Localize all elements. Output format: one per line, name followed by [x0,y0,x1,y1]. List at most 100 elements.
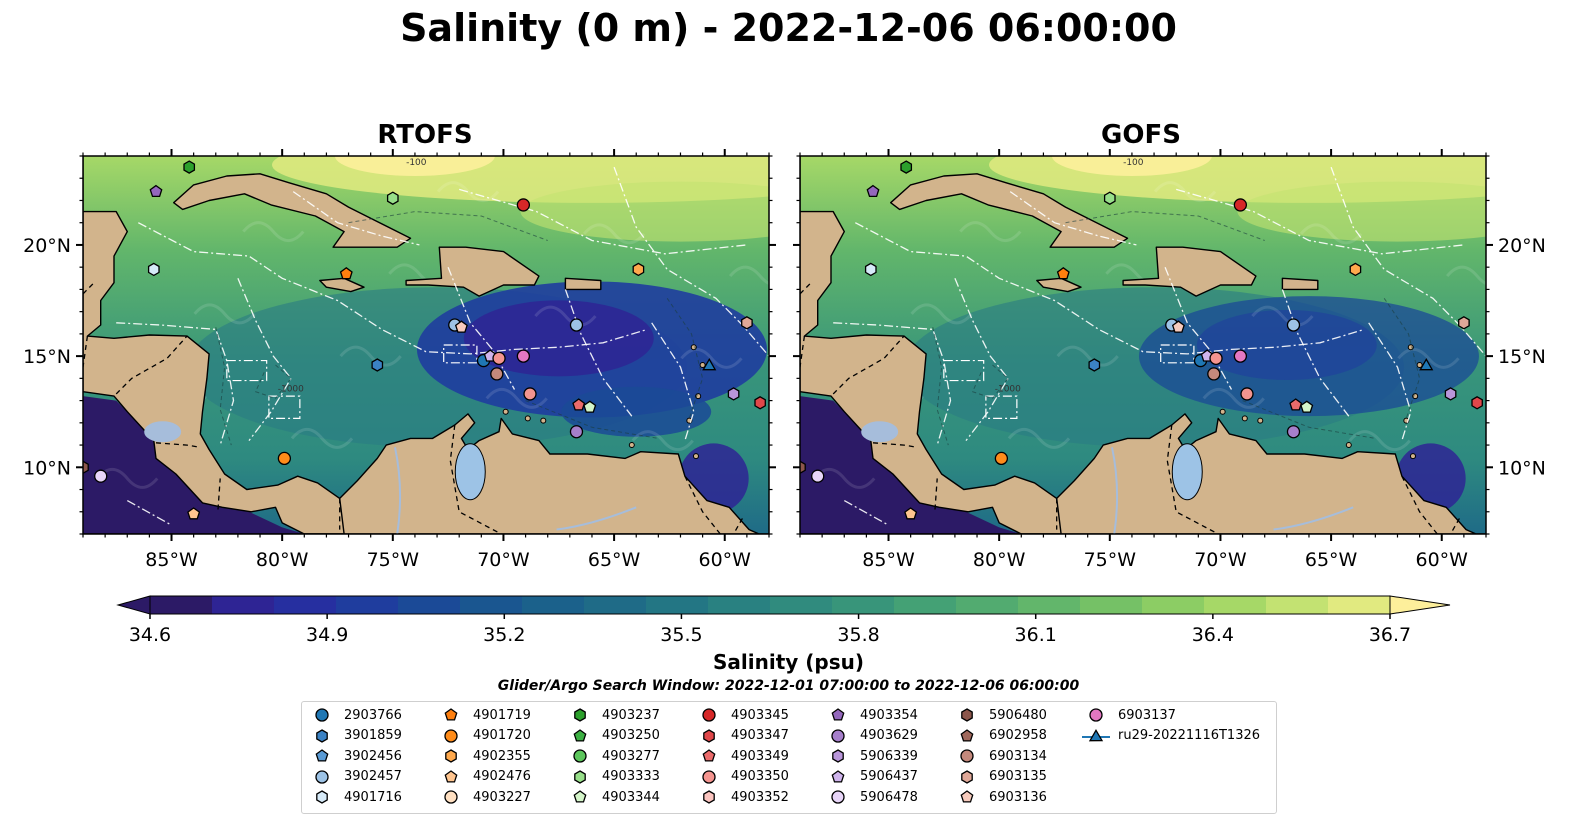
float-legend: 2903766 3901859 3902456 3902457 4901716 49017… [301,701,1277,814]
puerto-rico-land [1281,277,1319,291]
legend-entry: 6903136 [953,787,1047,807]
eddy-texture [631,430,694,452]
eddy-texture [1056,345,1119,367]
small-island-land [540,417,547,424]
country-border [83,282,95,295]
colorbar-segment [1018,596,1081,614]
country-border [155,442,201,448]
float-marker-4903347 [754,396,766,410]
legend-symbol [444,728,458,743]
legend-entry: 2903766 [308,705,402,725]
colorbar-segment [1142,596,1205,614]
eez-boundary [651,322,695,441]
legend-symbol [831,728,845,743]
legend-entry: 6903134 [953,746,1047,766]
float-marker-4903350 [1209,351,1223,365]
depth-contour [1065,211,1265,241]
legend-marker [444,708,458,721]
legend-entry: 4903345 [695,705,789,725]
colorbar-tick-label: 34.6 [129,624,171,646]
colorbar-tick-label: 36.7 [1369,624,1411,646]
float-marker-4903354 [866,184,880,198]
high-salinity-band [334,156,495,176]
small-island-land [1257,417,1264,424]
float-marker-4903629 [1286,425,1301,439]
colorbar-segment [1204,596,1267,614]
float-marker-4901719 [1056,266,1070,280]
legend-symbol [574,769,586,784]
legend-label: 5906478 [860,789,918,805]
eez-boundary [226,359,268,382]
country-border [832,335,905,395]
small-island-land [628,442,635,449]
legend-entry: 5906480 [953,705,1047,725]
legend-symbol [831,769,845,783]
eddy-texture [813,467,876,489]
float-marker-4901716 [864,262,877,277]
colorbar-segment [1080,596,1143,614]
lon-tick-label: 70°W [477,549,530,571]
legend-symbol [831,708,845,721]
eez-boundary [459,188,747,255]
float-marker-4903349 [1289,398,1303,411]
legend-marker [1082,728,1110,741]
legend-marker [315,769,329,784]
legend-label: 4903352 [731,789,789,805]
legend-symbol [573,790,587,803]
float-marker-6903135 [1458,316,1470,330]
colorbar-segment [1328,596,1391,614]
float-marker-ru29-20221116T1326 [702,357,717,371]
lon-tick-label: 60°W [1416,549,1469,571]
float-marker-4903629 [569,425,584,439]
float-marker-4903350 [523,387,537,401]
lon-tick-label: 75°W [367,549,420,571]
legend-entry: 4902476 [437,767,531,787]
legend-label: 4902476 [473,769,531,784]
depth-contour [525,400,659,439]
eez-boundary [943,359,985,382]
legend-marker [961,708,973,722]
legend-symbol [444,708,458,721]
legend-label: 4901719 [473,707,531,723]
panel-title-rtofs: RTOFS [377,120,473,150]
hispaniola-land [405,246,540,297]
float-marker-4903350 [492,351,506,365]
eddy-texture [242,221,305,243]
small-island-land [1416,362,1423,369]
eddy-texture [1153,181,1217,203]
eez-boundary [1176,188,1464,255]
legend-marker [316,790,328,804]
legend-label: 6903136 [989,789,1047,805]
legend-marker [445,749,457,763]
colorbar-extend-high [1389,595,1451,615]
jamaica-land [319,277,365,293]
eez-boundary [564,289,633,417]
legend-symbol [573,749,587,763]
float-marker-4901719 [339,266,353,280]
float-marker-5906339 [727,387,740,401]
float-marker-4903345 [1233,198,1248,212]
float-marker-5906478 [811,469,825,483]
colorbar-tick-label: 36.1 [1015,624,1057,646]
small-island-land [1219,408,1226,415]
legend-marker [831,708,845,721]
legend-marker [831,790,845,804]
legend-marker [831,728,845,743]
float-marker-3902457 [569,318,584,332]
panel-title-gofs: GOFS [1101,120,1181,150]
low-salinity-core [561,386,712,437]
contour-label: -1000 [278,385,304,395]
country-border [800,282,812,295]
float-marker-3902457 [1286,318,1301,332]
legend-entry: 6902958 [953,726,1047,746]
float-marker-4903350 [1240,387,1254,401]
legend-label: 6903137 [1118,707,1176,723]
puerto-rico-land [564,277,602,291]
small-island-land [699,362,706,369]
float-marker-ru29-20221116T1326 [1419,357,1434,371]
cuba-land [172,173,412,248]
eez-boundary [1368,322,1412,441]
legend-marker [702,708,716,722]
lon-tick-label: 65°W [1305,549,1358,571]
legend-symbol [445,749,457,763]
